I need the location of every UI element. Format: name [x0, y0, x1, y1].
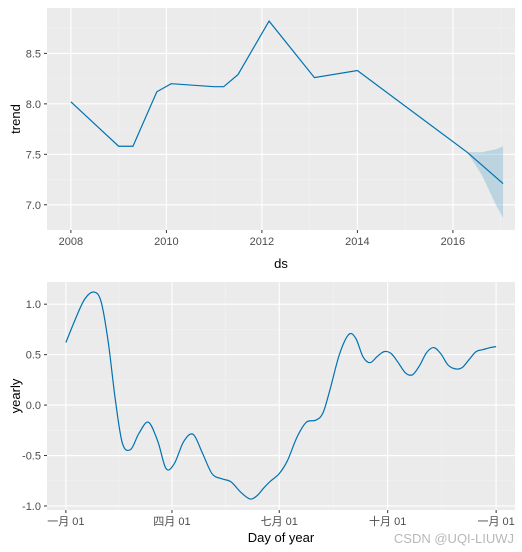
- trend-uncertainty-band: [467, 146, 504, 218]
- y-tick-label: 7.0: [26, 200, 41, 212]
- trend-line: [70, 20, 504, 185]
- trend-chart: 2008 2010 2012 2014 2016 7.0 7.5 8.0 8.5 ds tren…: [8, 8, 515, 271]
- yearly-ticks: 一月 01 四月 01 七月 01 十月 01 一月 01 -1.0 -0.5 0.0 0.5 1…: [22, 299, 515, 528]
- yearly-x-axis-label: Day of year: [248, 530, 315, 545]
- x-tick-label: 2008: [59, 236, 83, 248]
- x-tick-label: 一月 01: [477, 516, 514, 528]
- y-tick-label: 0.5: [26, 350, 41, 362]
- y-tick-label: 1.0: [26, 299, 41, 311]
- x-tick-label: 四月 01: [153, 516, 190, 528]
- yearly-seasonality-line: [65, 291, 497, 500]
- trend-ticks: 2008 2010 2012 2014 2016 7.0 7.5 8.0 8.5: [26, 48, 465, 248]
- trend-y-axis-label: trend: [8, 104, 23, 134]
- yearly-panel-background: [47, 282, 515, 510]
- y-tick-label: 7.5: [26, 149, 41, 161]
- y-tick-label: -0.5: [22, 451, 41, 463]
- yearly-gridlines: [47, 282, 515, 510]
- watermark: CSDN @UQI-LIUWJ: [393, 531, 514, 546]
- x-tick-label: 2014: [345, 236, 369, 248]
- y-tick-label: 8.0: [26, 99, 41, 111]
- x-tick-label: 2012: [250, 236, 274, 248]
- trend-panel-background: [47, 8, 515, 230]
- x-tick-label: 2010: [154, 236, 178, 248]
- x-tick-label: 七月 01: [261, 515, 298, 528]
- x-tick-label: 2016: [441, 236, 465, 248]
- x-tick-label: 一月 01: [47, 516, 84, 528]
- y-tick-label: -1.0: [22, 501, 41, 513]
- x-tick-label: 十月 01: [369, 514, 406, 528]
- yearly-y-axis-label: yearly: [8, 378, 23, 413]
- trend-x-axis-label: ds: [274, 256, 288, 271]
- y-tick-label: 0.0: [26, 400, 41, 412]
- y-tick-label: 8.5: [26, 48, 41, 60]
- yearly-chart: 一月 01 四月 01 七月 01 十月 01 一月 01 -1.0 -0.5 0.0 0.5 1…: [8, 282, 515, 545]
- trend-gridlines: [47, 8, 515, 230]
